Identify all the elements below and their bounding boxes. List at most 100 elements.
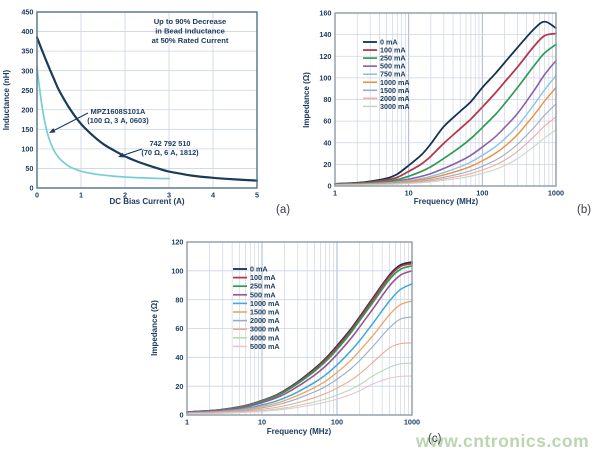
series-line-1000-ma <box>186 283 413 414</box>
watermark: www.cntronics.com <box>416 431 590 451</box>
series-line-1500-ma <box>186 300 413 414</box>
series-line-100-ma <box>186 262 413 414</box>
x-axis-label: Frequency (MHz) <box>267 427 332 436</box>
series-line-mpz1608s101a-100-3-a-0603- <box>36 66 170 180</box>
x-tick-label: 10 <box>405 189 413 198</box>
y-tick-label: 0 <box>179 411 183 420</box>
series-line-4000-ma <box>186 362 413 415</box>
curve-annotation: (100 Ω, 3 A, 0603) <box>87 116 149 125</box>
y-tick-label: 150 <box>21 125 33 134</box>
gridlines <box>37 12 257 188</box>
annotation-arrow-line <box>52 112 89 132</box>
series-group <box>334 20 557 186</box>
y-tick-label: 50 <box>25 164 33 173</box>
curve-annotation: MPZ1608S101A <box>91 107 146 116</box>
y-tick-label: 250 <box>21 86 33 95</box>
y-tick-label: 450 <box>21 8 33 17</box>
chart-c-canvas: 1 10 100 1000 0 20 40 60 80 100 120 Frequency (MHz)… <box>150 238 420 436</box>
series-line-1000-ma <box>334 86 557 186</box>
legend-label: 1500 mA <box>250 308 280 317</box>
y-tick-label: 0 <box>327 182 331 191</box>
annotation-arrow-head <box>49 128 56 133</box>
series-line-742-792-510-70-6-a-1812- <box>36 36 258 182</box>
legend-label: 500 mA <box>250 290 276 299</box>
y-axis-label: Impedance (Ω) <box>150 300 159 356</box>
panel-label-c: (c) <box>428 433 442 445</box>
curve-annotation: 742 792 510 <box>149 139 190 148</box>
x-tick-label: 5 <box>255 191 259 200</box>
series-line-100-ma <box>334 32 557 185</box>
y-tick-label: 40 <box>175 353 183 362</box>
legend-label: 0 mA <box>380 38 398 47</box>
series-line-2000-ma <box>186 316 413 414</box>
y-tick-label: 100 <box>21 144 33 153</box>
x-tick-label: 2 <box>123 191 127 200</box>
annotation-arrow-head <box>118 152 125 158</box>
legend-label: 5000 mA <box>250 342 280 351</box>
y-tick-label: 20 <box>323 160 331 169</box>
y-tick-label: 140 <box>319 30 331 39</box>
x-tick-label: 100 <box>476 189 488 198</box>
legend-label: 250 mA <box>380 54 406 63</box>
panel-label-a: (a) <box>276 204 291 216</box>
plot-frame <box>186 241 413 416</box>
legend-label: 750 mA <box>380 70 406 79</box>
legend-label: 4000 mA <box>250 333 280 342</box>
note-line: in Bead Inductance <box>155 27 225 36</box>
y-tick-label: 80 <box>323 95 331 104</box>
x-tick-label: 3 <box>167 191 171 200</box>
y-tick-label: 400 <box>21 27 33 36</box>
legend-label: 2000 mA <box>250 316 280 325</box>
y-tick-label: 350 <box>21 47 33 56</box>
legend-label: 1000 mA <box>380 78 410 87</box>
series-line-0-ma <box>334 20 557 185</box>
x-tick-label: 1000 <box>404 418 420 427</box>
x-tick-label: 1 <box>185 418 189 427</box>
y-tick-label: 80 <box>175 295 183 304</box>
y-tick-label: 60 <box>175 324 183 333</box>
chart-b-canvas: 1 10 100 1000 0 20 40 60 80 100 120 140 160 Frequency… <box>302 9 564 206</box>
series-line-500-ma <box>186 270 413 414</box>
series-line-5000-ma <box>186 375 413 415</box>
legend-label: 0 mA <box>250 265 268 274</box>
y-tick-label: 40 <box>323 138 331 147</box>
gridlines <box>335 13 556 186</box>
y-tick-label: 100 <box>171 266 183 275</box>
y-tick-label: 100 <box>319 73 331 82</box>
plot-frame <box>36 11 258 189</box>
chart-a-inductance-vs-dc-bias: 0 1 2 3 4 5 0 50 100 150 200 250 300 350 400 450 DC Bias… <box>0 0 300 231</box>
y-tick-label: 160 <box>319 9 331 18</box>
y-tick-label: 0 <box>29 184 33 193</box>
series-group <box>36 36 258 182</box>
series-line-250-ma <box>334 43 557 186</box>
chart-c-impedance-vs-frequency: 1 10 100 1000 0 20 40 60 80 100 120 Frequency (MHz)… <box>130 231 470 462</box>
y-tick-label: 200 <box>21 105 33 114</box>
panel-label-b: (b) <box>577 204 592 216</box>
note-line: at 50% Rated Current <box>152 36 229 45</box>
x-tick-label: 1 <box>333 189 337 198</box>
curve-annotation: (70 Ω, 6 A, 1812) <box>141 148 199 157</box>
x-axis-label: Frequency (MHz) <box>414 197 479 206</box>
x-tick-label: 1000 <box>548 189 564 198</box>
x-tick-label: 0 <box>35 191 39 200</box>
x-tick-label: 4 <box>211 191 216 200</box>
legend-label: 250 mA <box>250 282 276 291</box>
y-tick-label: 120 <box>319 52 331 61</box>
legend-label: 3000 mA <box>250 325 280 334</box>
x-tick-label: 10 <box>258 418 266 427</box>
y-tick-label: 20 <box>175 382 183 391</box>
x-tick-label: 1 <box>79 191 83 200</box>
annotation-arrow-line <box>121 148 143 157</box>
plot-frame <box>334 12 557 187</box>
y-tick-label: 60 <box>323 117 331 126</box>
y-axis-label: Impedance (Ω) <box>302 72 311 128</box>
series-line-3000-ma <box>186 342 413 415</box>
series-line-3000-ma <box>334 129 557 186</box>
legend-label: 100 mA <box>250 273 276 282</box>
legend-label: 3000 mA <box>380 102 410 111</box>
legend-label: 500 mA <box>380 62 406 71</box>
